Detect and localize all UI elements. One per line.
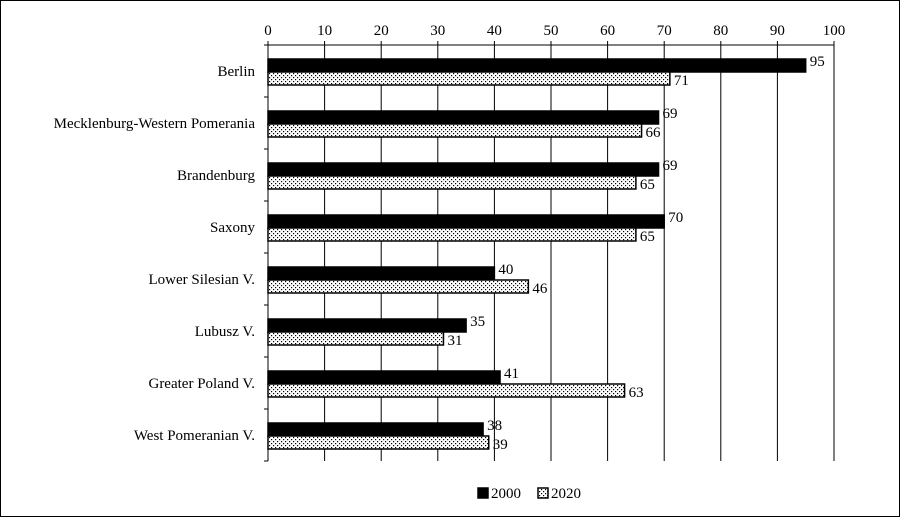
legend-label: 2020 <box>551 486 581 502</box>
bar-2020 <box>267 331 445 346</box>
x-tick-label: 60 <box>600 23 615 39</box>
bar-2000 <box>267 318 467 333</box>
bar-2020 <box>267 123 643 138</box>
category-label: Lower Silesian V. <box>148 272 255 288</box>
x-tick-label: 50 <box>544 23 559 39</box>
bar-2000 <box>267 110 660 125</box>
x-tick-label: 70 <box>657 23 672 39</box>
bar-2020 <box>267 71 671 86</box>
bars <box>267 58 807 450</box>
bar-2000 <box>267 370 501 385</box>
category-label: Saxony <box>210 220 256 236</box>
category-label: Mecklenburg-Western Pomerania <box>54 116 256 132</box>
x-tick-label: 10 <box>317 23 332 39</box>
gridlines <box>324 45 835 461</box>
data-label: 65 <box>640 177 655 193</box>
x-tick-label: 40 <box>487 23 502 39</box>
bar-2000 <box>267 214 665 229</box>
data-label: 65 <box>640 229 655 245</box>
data-label: 63 <box>629 385 644 401</box>
data-label: 35 <box>470 314 485 330</box>
data-label: 66 <box>646 125 662 141</box>
bar-2000 <box>267 422 484 437</box>
category-label: Greater Poland V. <box>148 376 255 392</box>
x-tick-label: 80 <box>713 23 728 39</box>
data-label: 40 <box>498 262 513 278</box>
legend: 2000 2020 <box>477 486 581 502</box>
legend-swatch-2020 <box>537 487 549 499</box>
bar-2000 <box>267 58 807 73</box>
x-tick-label: 30 <box>430 23 445 39</box>
data-label: 70 <box>668 210 683 226</box>
data-label: 39 <box>493 437 508 453</box>
category-label: West Pomeranian V. <box>134 428 255 444</box>
x-tick-label: 100 <box>823 23 846 39</box>
bar-2020 <box>267 227 637 242</box>
data-label: 31 <box>447 333 462 349</box>
data-label: 71 <box>674 73 689 89</box>
category-label: Lubusz V. <box>195 324 255 340</box>
bar-2000 <box>267 266 496 281</box>
legend-label: 2000 <box>491 486 521 502</box>
bar-2000 <box>267 162 660 177</box>
category-label: Brandenburg <box>177 168 256 184</box>
bar-2020 <box>267 175 637 190</box>
data-label: 69 <box>663 106 678 122</box>
data-label: 69 <box>663 158 678 174</box>
data-label: 46 <box>532 281 548 297</box>
x-tick-label: 90 <box>770 23 785 39</box>
legend-swatch-2000 <box>477 487 489 499</box>
axes: 0 10 20 30 40 50 60 70 80 90 100 <box>264 23 846 462</box>
labels: Berlin 95 71 Mecklenburg-Western Pomerania 6… <box>54 54 825 453</box>
bar-2020 <box>267 279 530 294</box>
category-label: Berlin <box>218 64 256 80</box>
bar-2020 <box>267 435 490 450</box>
x-tick-label: 20 <box>374 23 389 39</box>
data-label: 95 <box>810 54 825 70</box>
data-label: 38 <box>487 418 502 434</box>
x-tick-label: 0 <box>264 23 272 39</box>
data-label: 41 <box>504 366 519 382</box>
bar-2020 <box>267 383 626 398</box>
